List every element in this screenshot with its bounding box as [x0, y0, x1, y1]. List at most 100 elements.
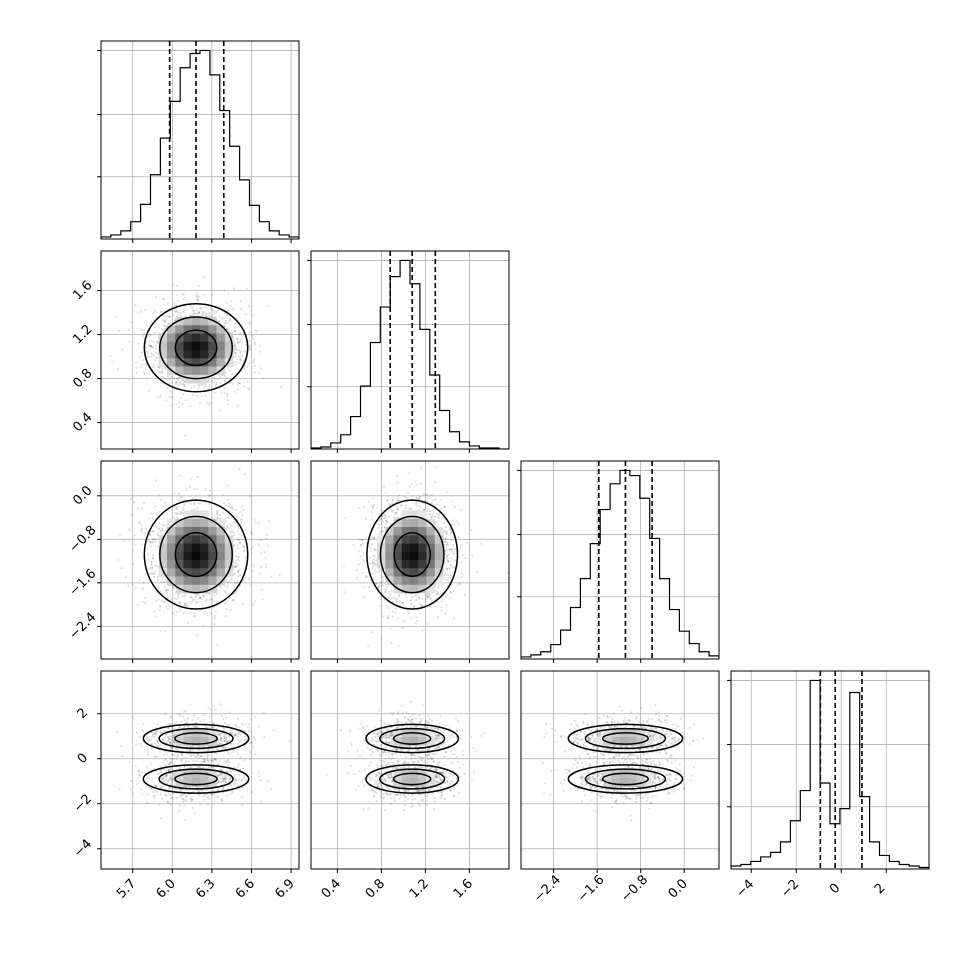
- scatter-point-1-0: [238, 382, 241, 385]
- scatter-point-2-0: [234, 565, 237, 568]
- scatter-point-2-0: [133, 534, 136, 537]
- scatter-point-1-0: [144, 309, 147, 312]
- scatter-point-3-0: [224, 777, 227, 780]
- scatter-point-1-0: [166, 387, 169, 390]
- scatter-point-2-0: [183, 503, 186, 507]
- scatter-point-2-1: [363, 559, 366, 563]
- scatter-point-1-0: [198, 401, 202, 404]
- scatter-point-2-0: [227, 527, 230, 530]
- scatter-point-2-1: [450, 548, 453, 551]
- scatter-point-3-0: [243, 729, 246, 732]
- scatter-point-2-0: [175, 512, 179, 515]
- density-cell-2-1: [410, 584, 419, 594]
- ytick-label-1-2: 1.2: [70, 322, 95, 347]
- scatter-point-1-0: [168, 315, 171, 319]
- scatter-point-1-0: [184, 434, 187, 437]
- density-cell-2-1: [434, 576, 444, 586]
- scatter-point-1-0: [183, 311, 186, 314]
- scatter-point-2-0: [157, 534, 160, 537]
- scatter-point-3-0: [184, 798, 187, 801]
- scatter-point-2-0: [172, 586, 175, 589]
- scatter-point-1-0: [244, 313, 247, 316]
- scatter-point-2-0: [240, 504, 244, 507]
- scatter-point-2-1: [460, 575, 463, 578]
- panel-frame-1-1: [310, 250, 510, 450]
- scatter-point-2-1: [371, 505, 375, 508]
- density-cell-2-0: [200, 568, 209, 577]
- scatter-point-2-0: [158, 609, 161, 612]
- scatter-point-3-0: [191, 798, 194, 801]
- scatter-point-2-1: [443, 505, 446, 508]
- scatter-point-2-0: [191, 600, 194, 603]
- scatter-point-2-0: [166, 589, 169, 592]
- scatter-point-2-1: [398, 494, 401, 497]
- scatter-point-2-1: [391, 502, 394, 505]
- scatter-point-2-0: [237, 546, 240, 550]
- scatter-point-3-0: [230, 742, 234, 745]
- scatter-point-1-0: [237, 405, 240, 408]
- density-cell-2-1: [377, 551, 386, 561]
- density-cell-2-1: [434, 527, 444, 536]
- scatter-point-2-1: [445, 567, 448, 570]
- scatter-point-3-0: [212, 721, 216, 725]
- scatter-point-3-0: [221, 788, 224, 791]
- scatter-point-2-1: [418, 497, 421, 500]
- scatter-point-2-0: [159, 498, 162, 501]
- scatter-point-2-1: [386, 499, 389, 502]
- scatter-point-3-0: [253, 736, 256, 739]
- scatter-point-2-0: [263, 551, 267, 554]
- scatter-point-2-0: [136, 604, 139, 607]
- scatter-point-2-0: [205, 610, 208, 613]
- scatter-point-2-0: [222, 502, 225, 505]
- scatter-point-1-0: [233, 329, 237, 332]
- scatter-point-2-1: [417, 504, 420, 508]
- scatter-point-2-1: [459, 583, 462, 586]
- scatter-point-2-0: [153, 573, 156, 576]
- scatter-point-2-0: [190, 596, 193, 599]
- scatter-point-1-0: [234, 363, 237, 366]
- scatter-point-2-0: [214, 610, 218, 613]
- scatter-point-1-0: [216, 378, 219, 381]
- density-cell-2-1: [393, 560, 403, 569]
- density-cell-2-1: [434, 560, 444, 569]
- scatter-point-2-1: [415, 616, 418, 619]
- scatter-point-2-0: [203, 595, 206, 598]
- scatter-point-2-1: [448, 597, 451, 600]
- scatter-point-3-0: [263, 735, 266, 739]
- scatter-point-2-0: [252, 564, 255, 568]
- scatter-point-2-0: [238, 538, 241, 542]
- density-cell-2-0: [216, 560, 226, 569]
- scatter-point-1-0: [141, 363, 144, 366]
- density-cell-2-1: [401, 576, 411, 586]
- scatter-point-2-1: [440, 606, 443, 609]
- scatter-point-2-0: [193, 596, 196, 599]
- scatter-point-2-1: [383, 517, 387, 520]
- scatter-point-2-0: [250, 532, 253, 535]
- scatter-point-1-0: [115, 315, 118, 318]
- density-cell-1-0: [200, 366, 209, 376]
- scatter-point-2-1: [419, 506, 422, 509]
- scatter-point-2-0: [140, 528, 143, 532]
- scatter-point-2-1: [398, 603, 401, 606]
- scatter-point-2-0: [152, 575, 156, 579]
- scatter-point-1-0: [152, 312, 155, 315]
- scatter-point-1-0: [248, 339, 251, 342]
- density-cell-2-0: [183, 535, 193, 544]
- scatter-point-2-1: [372, 564, 375, 567]
- scatter-point-2-0: [173, 492, 176, 495]
- scatter-point-1-0: [235, 361, 238, 364]
- scatter-point-2-0: [137, 508, 140, 511]
- density-cell-2-0: [167, 527, 176, 536]
- scatter-point-3-0: [184, 788, 187, 792]
- scatter-point-2-0: [157, 594, 160, 597]
- scatter-point-1-0: [193, 310, 196, 313]
- scatter-point-1-0: [167, 375, 170, 378]
- scatter-point-2-0: [158, 494, 161, 497]
- scatter-point-3-0: [183, 818, 186, 821]
- scatter-point-2-0: [241, 513, 244, 516]
- scatter-point-3-0: [231, 790, 234, 793]
- scatter-point-2-1: [414, 480, 417, 483]
- density-cell-2-1: [418, 535, 427, 544]
- scatter-point-2-1: [449, 591, 452, 594]
- scatter-point-2-0: [231, 530, 234, 533]
